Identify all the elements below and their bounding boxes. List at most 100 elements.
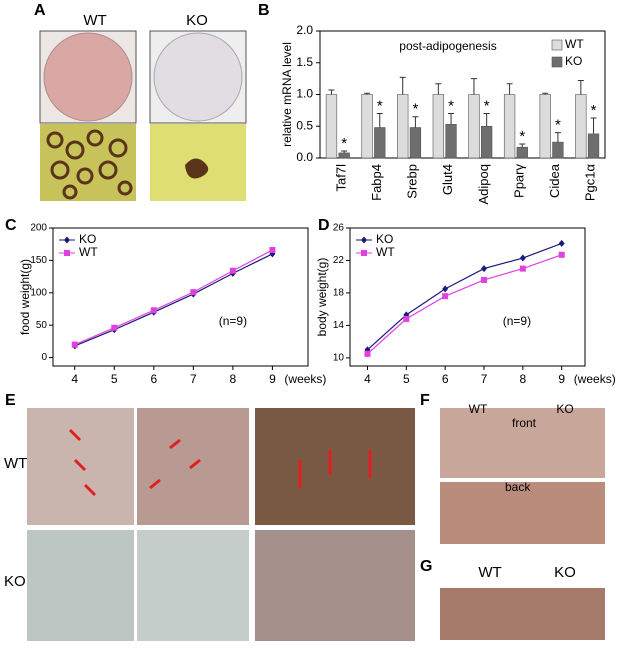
bar <box>516 146 528 159</box>
point <box>111 324 118 331</box>
x-tick-label: Cidea <box>547 163 562 198</box>
significance: * <box>484 98 490 115</box>
y-tick-label: 10 <box>333 353 345 364</box>
series-line <box>74 253 273 347</box>
point <box>519 254 526 262</box>
tissue-photo <box>440 482 605 544</box>
legend-label: WT <box>79 245 98 259</box>
panel-label: B <box>258 2 270 19</box>
cells <box>46 129 133 200</box>
y-tick-label: 26 <box>333 223 345 234</box>
x-tick-label: 7 <box>481 372 488 386</box>
y-tick-label: 2.0 <box>296 23 313 37</box>
dish <box>153 32 243 122</box>
point <box>190 289 197 296</box>
bar <box>374 127 386 159</box>
significance: * <box>519 128 525 145</box>
y-tick-label: 0 <box>41 352 47 363</box>
point <box>269 247 276 254</box>
y-tick-label: 1.5 <box>296 55 313 69</box>
significance: * <box>591 102 597 119</box>
group-label: WT <box>469 402 488 416</box>
panel-label: E <box>5 392 16 409</box>
bar <box>397 94 409 159</box>
y-tick-label: 100 <box>30 287 47 298</box>
point <box>442 293 449 300</box>
error-bar <box>399 76 406 95</box>
legend-label: KO <box>565 54 582 68</box>
legend-marker <box>64 250 70 256</box>
panel-label: A <box>34 2 46 19</box>
histology-photo <box>255 530 415 641</box>
significance: * <box>377 98 383 115</box>
significance: * <box>412 101 418 118</box>
error-bar <box>470 78 477 95</box>
error-bar <box>542 92 549 95</box>
point <box>71 341 78 348</box>
y-tick-label: 150 <box>30 255 47 266</box>
histology-photo <box>137 530 249 641</box>
x-tick-label: Fabp4 <box>369 164 384 201</box>
significance: * <box>341 135 347 152</box>
annotation: (n=9) <box>219 314 247 328</box>
bar <box>587 133 600 159</box>
error-bar <box>519 143 526 148</box>
x-tick-label: Pparγ <box>511 164 526 198</box>
group-label: KO <box>4 573 26 590</box>
bar <box>432 94 444 159</box>
error-bar <box>483 113 490 127</box>
error-bar <box>590 117 597 134</box>
x-tick-label: 8 <box>230 372 237 386</box>
legend-label: KO <box>79 232 96 246</box>
bar <box>361 94 373 159</box>
tissue-photo <box>440 408 605 478</box>
significance: * <box>555 117 561 134</box>
point <box>403 315 410 322</box>
bar <box>409 127 422 159</box>
error-bar <box>448 113 455 125</box>
legend-marker <box>361 236 367 244</box>
bar <box>338 152 350 159</box>
significance: * <box>448 98 454 115</box>
panel-label: D <box>318 217 330 234</box>
dish <box>43 32 133 122</box>
point <box>481 265 488 273</box>
group-label: KO <box>554 564 576 581</box>
plot-frame <box>349 227 586 367</box>
legend-swatch <box>551 56 563 68</box>
plot-frame <box>52 227 309 367</box>
x-tick-label: 4 <box>71 372 78 386</box>
group-label: KO <box>556 402 573 416</box>
point <box>558 251 565 258</box>
bar <box>445 124 457 159</box>
error-bar <box>412 116 419 128</box>
bar <box>503 94 516 159</box>
point <box>229 267 236 274</box>
x-tick-label: 9 <box>269 372 276 386</box>
x-tick-label: 9 <box>558 372 565 386</box>
x-tick-label: Adipoq <box>476 164 491 204</box>
x-tick-label: Pgc1α <box>583 164 598 202</box>
x-tick-label: 5 <box>403 372 410 386</box>
bar <box>575 94 587 159</box>
panel-label: F <box>420 392 430 409</box>
y-axis-label: food weight(g) <box>18 259 32 335</box>
annotation: (n=9) <box>503 314 531 328</box>
cells <box>185 158 209 179</box>
point <box>442 285 449 293</box>
error-bar <box>435 83 442 95</box>
histology-photo <box>27 530 134 641</box>
y-tick-label: 50 <box>36 320 48 331</box>
legend-label: WT <box>565 37 584 51</box>
bar <box>539 94 551 159</box>
x-axis-label: (weeks) <box>284 372 326 386</box>
legend-marker <box>361 250 367 256</box>
point <box>150 307 157 314</box>
error-bar <box>328 89 335 95</box>
x-tick-label: Srebp <box>405 164 420 199</box>
x-tick-label: 5 <box>111 372 118 386</box>
bar <box>468 94 480 159</box>
view-label: front <box>512 416 537 430</box>
x-axis-label: (weeks) <box>574 372 616 386</box>
